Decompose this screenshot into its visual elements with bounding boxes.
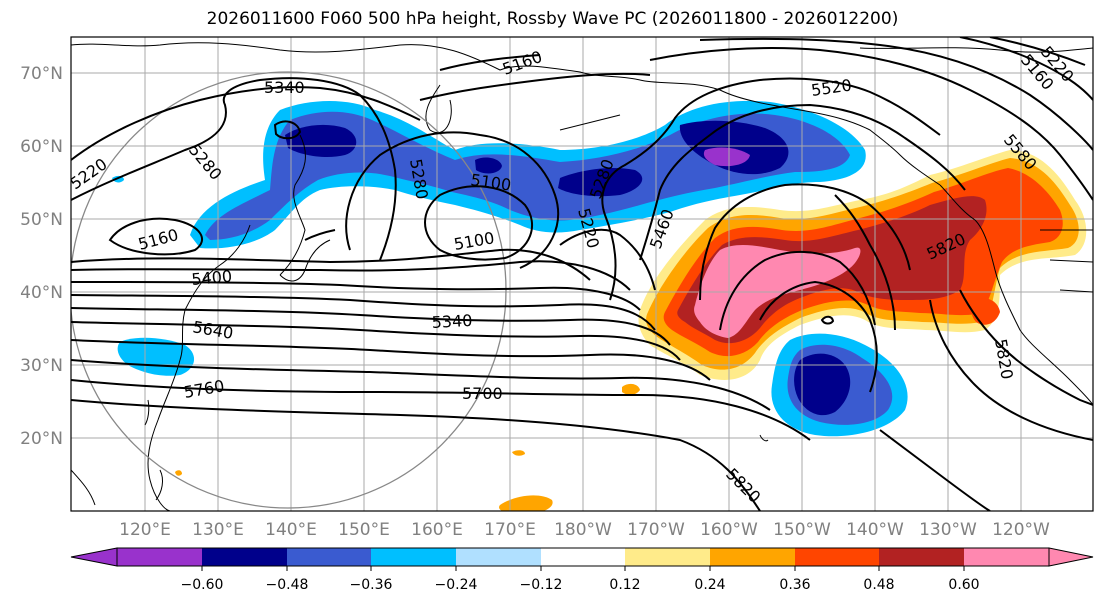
lon-label: 140°W — [846, 520, 904, 540]
colorbar-tick-label: −0.60 — [181, 577, 224, 593]
colorbar-segment — [287, 548, 371, 566]
colorbar-frame — [116, 547, 1050, 567]
lon-label: 150°W — [773, 520, 831, 540]
colorbar-segment — [625, 548, 710, 566]
positive-anomaly-fill — [175, 150, 1087, 511]
coastlines — [71, 42, 1093, 511]
lon-label: 150°E — [338, 520, 390, 540]
lat-label: 30°N — [20, 356, 63, 376]
colorbar-segment — [456, 548, 541, 566]
colorbar-tick-label: 0.24 — [694, 577, 725, 593]
lon-label: 130°W — [919, 520, 977, 540]
contour-label: 5400 — [191, 267, 233, 289]
lon-label: 170°E — [484, 520, 536, 540]
colorbar-segment — [541, 548, 625, 566]
colorbar-ticks — [201, 566, 965, 571]
colorbar-tick-label: −0.36 — [350, 577, 393, 593]
negative-anomaly-fill — [112, 100, 908, 437]
contour-label: 5340 — [264, 78, 305, 97]
colorbar-tick-label: 0.36 — [779, 577, 810, 593]
colorbar-segment — [117, 548, 202, 566]
colorbar-tick-label: 0.60 — [948, 577, 979, 593]
colorbar-extend-max — [1048, 547, 1094, 567]
map-title: 2026011600 F060 500 hPa height, Rossby W… — [206, 9, 899, 29]
colorbar-tick-label: −0.12 — [520, 577, 563, 593]
lon-label: 140°E — [265, 520, 317, 540]
longitude-labels: 120°E 130°E 140°E 150°E 160°E 170°E 180°… — [119, 520, 1050, 540]
colorbar-segment — [371, 548, 456, 566]
lat-label: 60°N — [20, 137, 63, 157]
lon-label: 160°W — [700, 520, 758, 540]
lon-label: 170°W — [627, 520, 685, 540]
colorbar-tick-label: 0.12 — [609, 577, 640, 593]
lon-label: 160°E — [411, 520, 463, 540]
colorbar-tick-label: −0.48 — [266, 577, 309, 593]
lon-label: 130°E — [192, 520, 244, 540]
range-circle — [71, 71, 507, 509]
colorbar-segment — [964, 548, 1049, 566]
contour-label: 5700 — [462, 384, 503, 403]
map-frame — [70, 36, 1094, 512]
latitude-labels: 70°N 60°N 50°N 40°N 30°N 20°N — [20, 64, 63, 449]
map-area: 5160 5340 5520 5220 5280 5160 5100 5280 … — [71, 37, 1093, 511]
lat-label: 50°N — [20, 210, 63, 230]
contour-label: 5340 — [431, 311, 473, 332]
colorbar-extend-min — [70, 547, 118, 567]
colorbar-segment — [710, 548, 795, 566]
colorbar-tick-label: −0.24 — [435, 577, 478, 593]
colorbar: −0.60 −0.48 −0.36 −0.24 −0.12 0.12 0.24 … — [70, 547, 1094, 593]
colorbar-segment — [879, 548, 964, 566]
lat-label: 40°N — [20, 283, 63, 303]
height-contours — [71, 37, 1093, 511]
colorbar-tick-label: 0.48 — [863, 577, 894, 593]
lon-label: 120°W — [992, 520, 1050, 540]
lon-label: 120°E — [119, 520, 171, 540]
colorbar-segment — [202, 548, 287, 566]
lat-label: 20°N — [20, 429, 63, 449]
colorbar-segment — [795, 548, 879, 566]
lon-label: 180°W — [554, 520, 612, 540]
lat-label: 70°N — [20, 64, 63, 84]
